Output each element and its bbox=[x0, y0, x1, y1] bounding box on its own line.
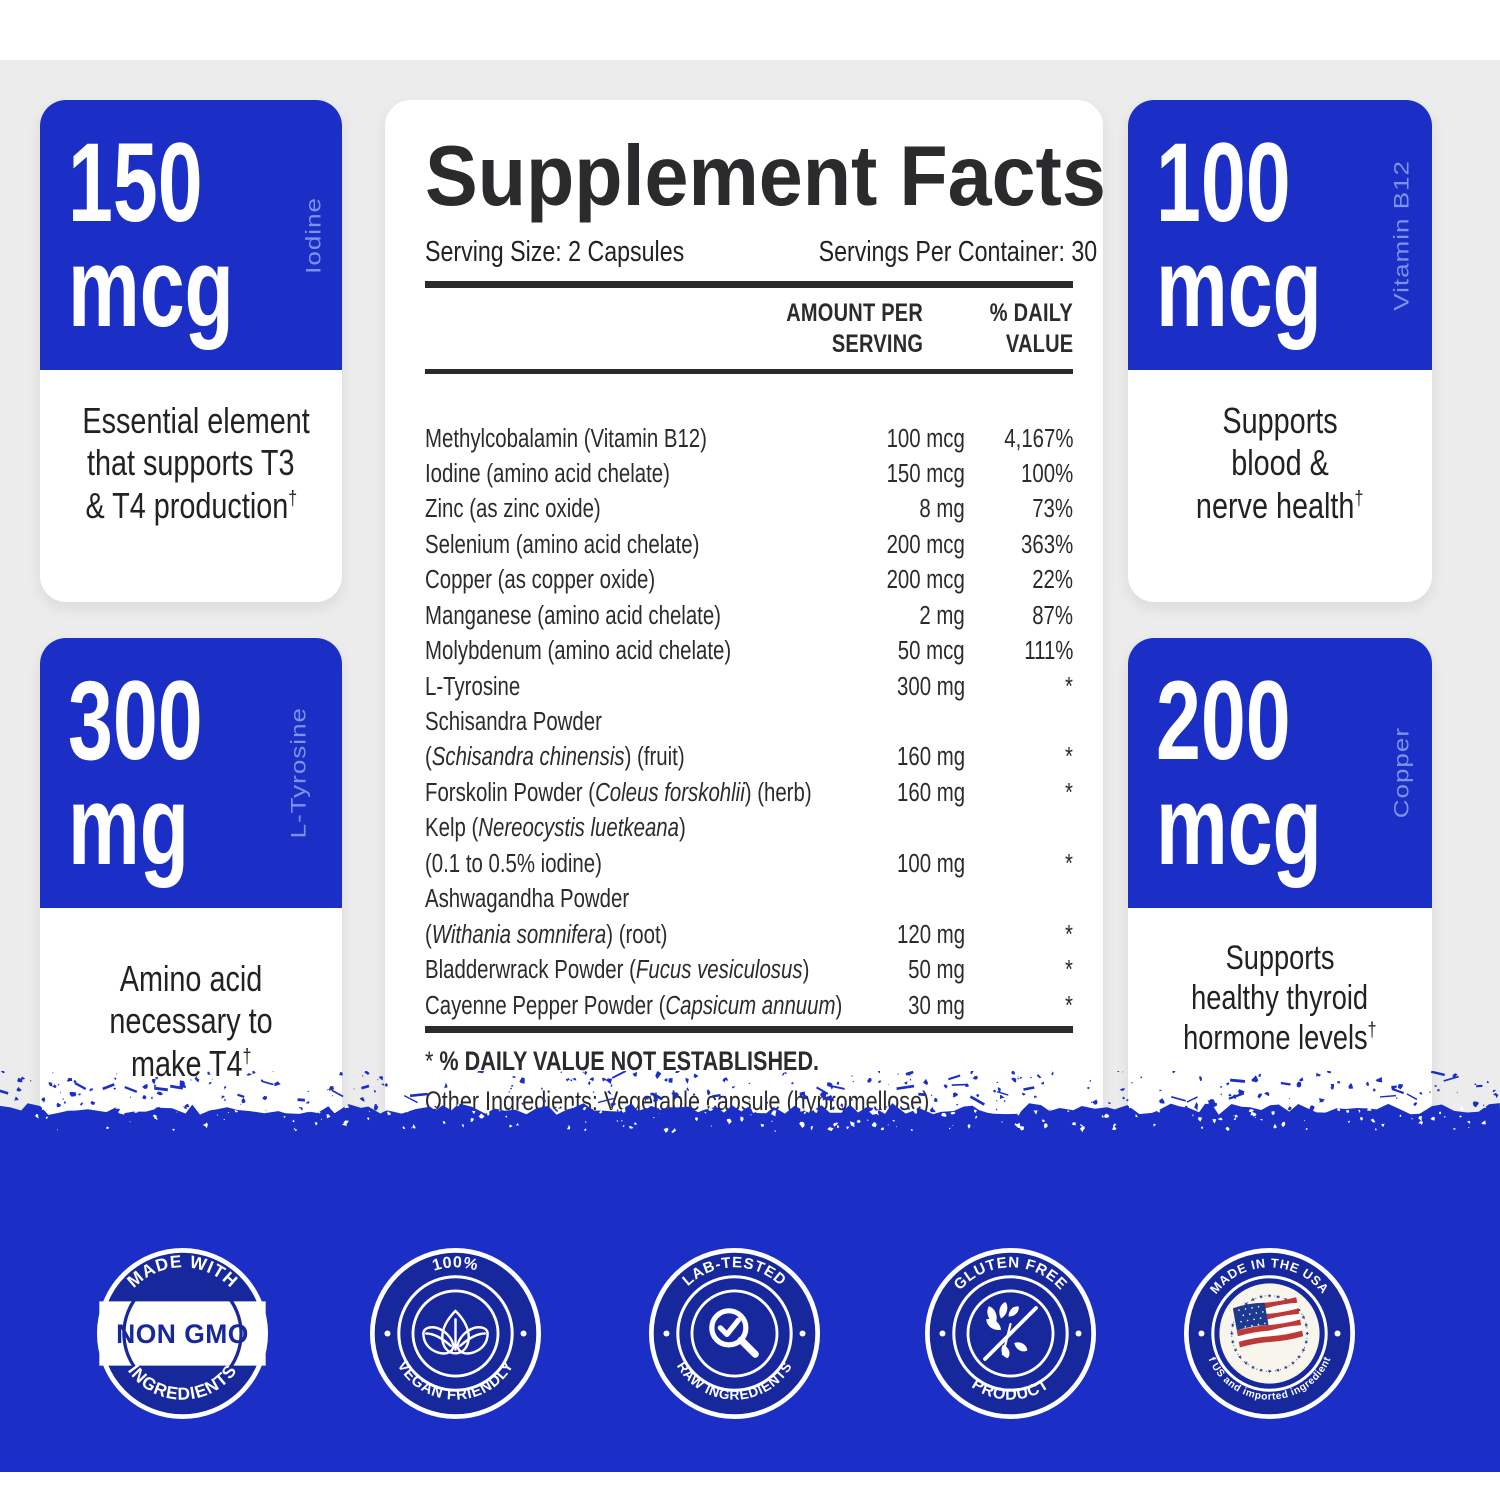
svg-text:NON GMO: NON GMO bbox=[116, 1318, 249, 1348]
